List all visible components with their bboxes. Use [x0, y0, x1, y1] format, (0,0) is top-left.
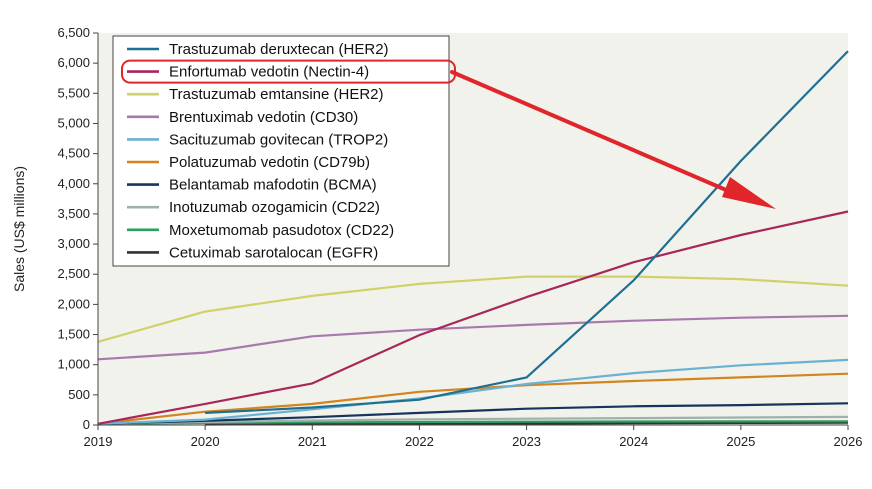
y-tick-label: 500	[68, 387, 90, 402]
y-tick-label: 4,500	[57, 146, 90, 161]
legend-entry-label: Brentuximab vedotin (CD30)	[169, 109, 358, 126]
y-tick-label: 3,500	[57, 206, 90, 221]
series-line-3	[97, 275, 849, 343]
series-line-7	[97, 402, 849, 425]
y-tick-label: 4,000	[57, 176, 90, 191]
x-tick-label: 2021	[298, 434, 327, 449]
legend-entry-label: Moxetumomab pasudotox (CD22)	[169, 222, 394, 239]
y-tick-label: 5,500	[57, 85, 90, 100]
series-line-1	[205, 50, 849, 414]
legend-entry-label: Trastuzumab deruxtecan (HER2)	[169, 41, 389, 58]
series-line-10	[205, 421, 849, 426]
x-tick-label: 2023	[512, 434, 541, 449]
series-line-4	[97, 314, 849, 361]
series-lines	[97, 50, 849, 426]
arrow-head	[722, 177, 776, 209]
y-tick-label: 6,500	[57, 25, 90, 40]
x-tick-label: 2025	[726, 434, 755, 449]
y-tick-label: 0	[83, 417, 90, 432]
x-tick-label: 2019	[84, 434, 113, 449]
y-tick-label: 1,500	[57, 327, 90, 342]
arrow-shaft	[450, 70, 742, 198]
y-axis-ticks: 0 500 1,000 1,500 2,000 2,500 3,000 3,500 4,000 4…	[57, 25, 98, 432]
y-axis-title: Sales (US$ millions)	[11, 166, 27, 292]
x-tick-label: 2020	[191, 434, 220, 449]
y-tick-label: 2,500	[57, 266, 90, 281]
series-line-8	[97, 415, 849, 425]
y-tick-label: 6,000	[57, 55, 90, 70]
legend-entry-label: Belantamab mafodotin (BCMA)	[169, 177, 377, 194]
y-tick-label: 3,000	[57, 236, 90, 251]
x-axis-ticks: 2019 2020 2021 2022 2023 2024 2025 2026	[84, 425, 863, 449]
x-tick-label: 2024	[619, 434, 648, 449]
legend-entry-label: Sacituzumab govitecan (TROP2)	[169, 131, 388, 148]
highlight-annotation	[450, 70, 776, 209]
legend-entry-label: Cetuximab sarotalocan (EGFR)	[169, 244, 378, 261]
y-tick-label: 1,000	[57, 357, 90, 372]
x-tick-label: 2022	[405, 434, 434, 449]
series-line-5	[97, 358, 849, 425]
series-line-2	[97, 210, 849, 425]
legend-entry-label: Trastuzumab emtansine (HER2)	[169, 86, 384, 103]
legend: Trastuzumab deruxtecan (HER2) Enfortumab …	[112, 35, 456, 267]
legend-box	[112, 35, 450, 267]
legend-entry-label: Polatuzumab vedotin (CD79b)	[169, 154, 370, 171]
legend-entry-label: Enfortumab vedotin (Nectin-4)	[169, 64, 369, 81]
y-tick-label: 2,000	[57, 296, 90, 311]
x-tick-label: 2026	[834, 434, 863, 449]
y-tick-label: 5,000	[57, 115, 90, 130]
legend-entry-label: Inotuzumab ozogamicin (CD22)	[169, 199, 380, 216]
